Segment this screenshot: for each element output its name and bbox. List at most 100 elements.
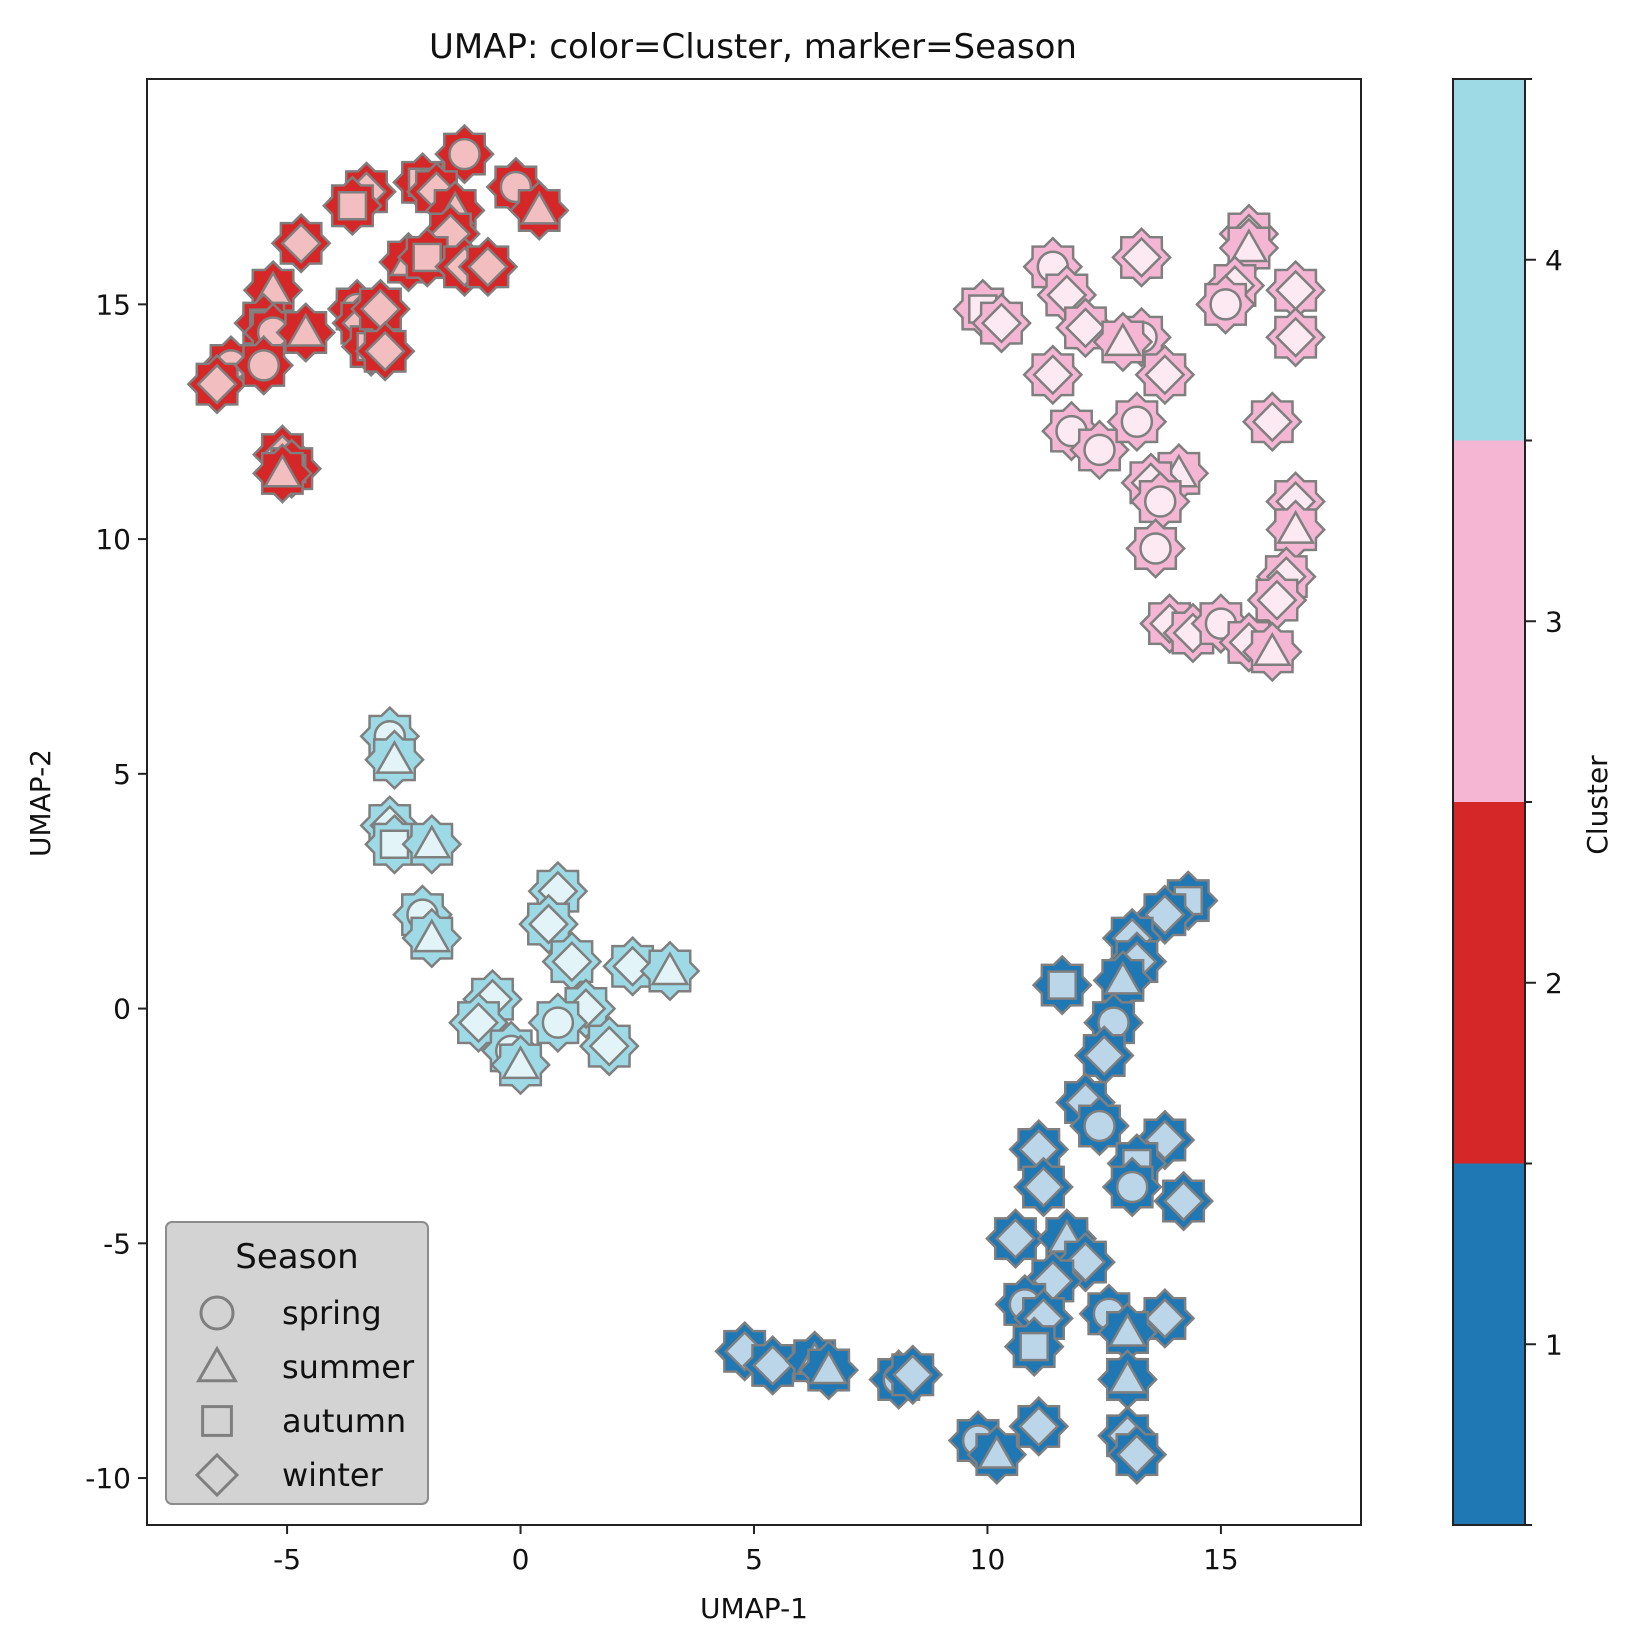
data-point-summer [809,1350,849,1385]
x-axis: -5 0 5 10 15 [273,1525,1239,1576]
x-tick-label: 5 [745,1543,763,1576]
colorbar-segment-3 [1453,440,1525,802]
y-tick-label: -10 [85,1462,131,1495]
colorbar-label: Cluster [1581,755,1614,855]
colorbar-tick-label: 1 [1545,1328,1563,1361]
data-point-spring [1143,485,1177,518]
data-point-winter [588,1025,630,1067]
data-point-summer [1108,1312,1147,1347]
cluster-3-points [952,203,1326,683]
data-point-winter [528,903,570,945]
data-point-winter [892,1354,934,1396]
data-point-summer [1103,960,1143,995]
data-point-winter [612,945,654,987]
data-point-winter [1064,307,1107,349]
legend-marker-winter [194,1452,240,1498]
data-point-winter [1256,579,1298,621]
data-point-winter [1018,1405,1060,1447]
x-tick-label: -5 [273,1543,301,1576]
data-point-summer [263,453,302,488]
colorbar-segment-4 [1453,79,1525,441]
colorbar-segment-2 [1453,802,1525,1164]
colorbar-tick-label: 4 [1545,244,1563,277]
colorbar: 1 2 3 4 Cluster [1452,78,1614,1526]
y-axis-label: UMAP-2 [24,749,57,857]
cluster-4-points [359,705,701,1096]
data-point-summer [286,312,326,347]
legend-marker-autumn [201,1405,233,1437]
x-tick-label: 10 [970,1543,1006,1576]
data-point-winter [1275,316,1317,358]
data-point-winter [280,222,322,264]
legend-label-autumn: autumn [282,1402,406,1440]
data-point-winter [1144,354,1186,396]
data-point-winter [1144,894,1186,936]
legend-label-summer: summer [282,1348,415,1386]
data-point-winter [1251,401,1293,443]
data-point-winter [1121,236,1163,278]
data-point-winter [1144,1297,1186,1339]
colorbar-tick-label: 3 [1545,605,1563,638]
legend-marker-summer [196,1345,238,1383]
data-point-spring [541,1006,575,1039]
data-point-autumn [1047,970,1077,1000]
data-point-summer [650,951,690,986]
data-point-summer [1108,1359,1147,1394]
chart-title: UMAP: color=Cluster, marker=Season [429,27,1077,67]
legend-title: Season [235,1237,358,1277]
data-point-summer [412,824,452,859]
data-point-winter [196,363,238,405]
cluster-1-points [714,870,1219,1485]
y-tick-label: 0 [113,993,131,1026]
data-point-winter [1032,354,1074,396]
data-point-summer [501,1045,540,1080]
data-point-summer [1229,228,1269,263]
data-point-winter [467,246,509,288]
data-point-summer [1103,322,1143,357]
colorbar-segment-1 [1453,1163,1525,1525]
data-point-spring [1115,1170,1149,1204]
data-point-spring [1120,405,1154,438]
x-tick-label: 0 [512,1543,530,1576]
y-tick-label: -5 [103,1227,131,1260]
y-tick-label: 15 [95,288,131,321]
data-point-spring [1083,433,1116,467]
data-point-summer [977,1434,1017,1469]
plot-area [186,123,1326,1485]
data-point-spring [247,349,280,382]
data-point-winter [1064,1241,1107,1283]
data-point-winter [752,1344,794,1386]
data-point-summer [1276,509,1316,544]
legend-label-winter: winter [282,1456,384,1494]
data-point-summer [375,739,414,774]
data-point-spring [1209,288,1242,321]
x-tick-label: 15 [1203,1543,1239,1576]
data-point-summer [519,190,559,225]
data-point-winter [1116,1434,1158,1476]
data-point-summer [1252,631,1292,666]
data-point-spring [1139,532,1172,565]
data-point-winter [1022,1166,1065,1208]
x-axis-label: UMAP-1 [700,1592,808,1625]
cluster-2-points [186,123,570,504]
data-point-winter [1083,1035,1125,1077]
colorbar-tick-label: 2 [1545,967,1563,1000]
data-point-spring [448,137,481,171]
data-point-spring [1083,1109,1116,1143]
data-point-winter [551,941,593,983]
y-tick-label: 10 [95,523,131,556]
season-legend: Season spring summer autumn winter [165,1221,429,1505]
y-axis: -10 -5 0 5 10 15 [85,288,147,1495]
data-point-autumn [1019,1331,1049,1362]
data-point-winter [980,302,1022,344]
legend-label-spring: spring [282,1294,382,1332]
data-point-summer [412,918,452,953]
data-point-winter [364,330,406,372]
data-point-winter [1163,1180,1205,1222]
legend-marker-spring [199,1295,235,1331]
data-point-autumn [337,191,368,221]
y-tick-label: 5 [113,758,131,791]
data-point-winter [457,1002,500,1044]
